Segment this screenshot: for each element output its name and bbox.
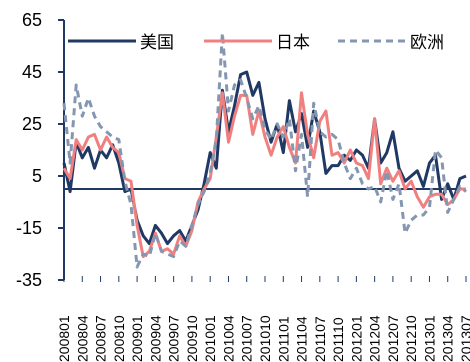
legend-label-2: 日本 (276, 33, 310, 52)
x-tick-label: 200801 (56, 315, 72, 362)
x-tick-label: 201107 (312, 316, 328, 362)
y-tick-label: 65 (22, 10, 42, 30)
x-tick-label: 200804 (74, 315, 90, 362)
x-tick-label: 201207 (385, 315, 401, 362)
y-tick-label: 45 (22, 62, 42, 82)
x-tick-label: 200907 (166, 315, 182, 362)
x-tick-label: 201301 (421, 315, 437, 362)
x-tick-label: 200901 (129, 315, 145, 362)
x-tick-label: 200810 (111, 315, 127, 362)
series-line-3 (62, 31, 467, 269)
y-axis: 65 45 25 5 -15 -35 (16, 10, 65, 290)
y-tick-label: 25 (22, 114, 42, 134)
x-tick-label: 201001 (202, 315, 218, 362)
series-layer (62, 31, 467, 269)
x-tick-label: 201101 (275, 316, 291, 362)
x-tick-label: 201307 (458, 315, 470, 362)
y-tick-label: -35 (16, 270, 42, 290)
x-tick-label: 201007 (239, 315, 255, 362)
x-tick-label: 201110 (330, 317, 346, 362)
x-tick-label: 201004 (220, 315, 236, 362)
legend: 美国 日本 欧洲 (68, 33, 444, 52)
x-tick-label: 201010 (257, 315, 273, 362)
x-tick-label: 201201 (348, 315, 364, 362)
y-tick-label: -15 (16, 218, 42, 238)
y-tick-label: 5 (32, 166, 42, 186)
legend-label-3: 欧洲 (410, 33, 444, 52)
x-tick-label: 200904 (147, 315, 163, 362)
x-tick-label: 200910 (184, 315, 200, 362)
x-tick-label: 201304 (440, 315, 456, 362)
x-tick-label: 200807 (93, 315, 109, 362)
series-line-1 (62, 70, 467, 246)
legend-label-1: 美国 (140, 33, 174, 52)
x-tick-label: 201210 (403, 315, 419, 362)
x-axis: 200801 200804 200807 200810 200901 200904 2009… (56, 188, 470, 362)
x-tick-label: 201104 (294, 316, 310, 362)
series-line-2 (62, 91, 466, 259)
x-tick-label: 201204 (367, 315, 383, 362)
